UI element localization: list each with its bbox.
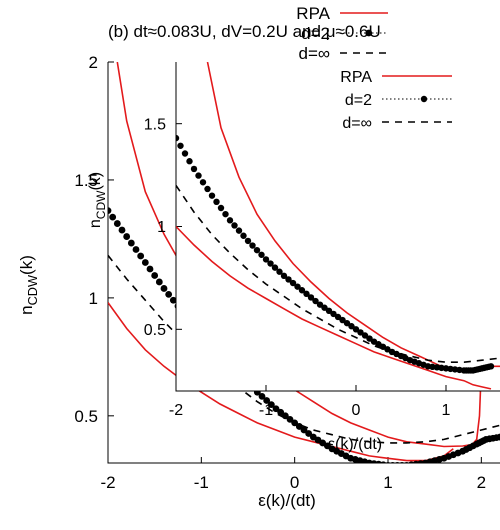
inset-legend-label: d=2 <box>345 92 372 109</box>
inset-series-point-d2 <box>191 166 197 172</box>
main-series-point-d2 <box>147 266 154 273</box>
inset-y-tick-label: 1 <box>157 219 166 236</box>
inset-series-point-d2 <box>236 227 242 233</box>
main-series-point-d2 <box>161 285 168 292</box>
inset-y-axis-label: nCDW(k) <box>87 172 108 228</box>
main-series-point-d2 <box>137 253 144 260</box>
inset-plot: -2 -1 0 1 0.5 1 1.5 ε(k)/(dt) nCDW(k) RPA d=2 d=∞ <box>87 62 500 453</box>
main-series-point-d2 <box>156 279 163 286</box>
inset-series-point-d2 <box>240 233 246 239</box>
inset-series-point-d2 <box>213 199 219 205</box>
main-x-tick-label: 2 <box>477 473 486 492</box>
inset-series-point-d2 <box>258 252 264 258</box>
inset-series-point-d2 <box>195 172 201 178</box>
main-series-point-d2 <box>119 227 126 234</box>
inset-series-point-d2 <box>227 217 233 223</box>
main-x-tick-label: -2 <box>100 473 115 492</box>
inset-y-axis-label-tail: (k) <box>87 172 104 191</box>
main-series-point-d2 <box>128 240 135 247</box>
main-y-axis-label-main: n <box>17 305 36 314</box>
inset-legend-label: d=∞ <box>342 115 372 132</box>
inset-series-point-d2 <box>177 143 183 149</box>
main-series-point-d2 <box>133 246 140 253</box>
main-series-point-d2 <box>371 460 378 467</box>
inset-series-point-d2 <box>204 186 210 192</box>
main-x-tick-label: -1 <box>194 473 209 492</box>
inset-series-point-d2 <box>222 211 228 217</box>
figure-title: (b) dt≈0.083U, dV=0.2U and μ≈0.6U <box>108 22 381 41</box>
main-y-tick-label: 1 <box>89 289 98 308</box>
inset-series-point-d2 <box>254 247 260 253</box>
inset-series-point-d2 <box>173 135 179 141</box>
inset-y-axis-label-sub: CDW <box>94 190 108 219</box>
inset-series-point-d2 <box>186 158 192 164</box>
inset-series-point-d2 <box>200 179 206 185</box>
main-series-point-d2 <box>142 259 149 266</box>
inset-series-point-d2 <box>218 205 224 211</box>
main-series-point-d2 <box>109 214 116 221</box>
main-x-tick-label: 1 <box>383 473 392 492</box>
main-x-axis-label: ε(k)/(dt) <box>258 491 316 510</box>
inset-x-tick-label: 0 <box>352 402 361 419</box>
main-series-point-d2 <box>165 291 172 298</box>
inset-y-tick-label: 0.5 <box>144 322 166 339</box>
inset-x-axis-label: ε(k)/(dt) <box>328 436 382 453</box>
inset-y-tick-label: 1.5 <box>144 116 166 133</box>
main-series-point-d2 <box>151 272 158 279</box>
inset-series-point-d2 <box>231 222 237 228</box>
inset-y-axis-label-main: n <box>87 219 104 228</box>
inset-x-tick-label: -1 <box>259 402 273 419</box>
inset-series-point-d2 <box>245 238 251 244</box>
inset-series-point-d2 <box>209 192 215 198</box>
inset-series-point-d2 <box>249 242 255 248</box>
main-series-point-d2 <box>375 461 382 468</box>
inset-background <box>176 62 500 391</box>
inset-x-tick-label: -2 <box>169 402 183 419</box>
main-x-tick-label: 0 <box>290 473 299 492</box>
main-series-point-d2 <box>380 461 387 468</box>
main-y-tick-label: 0.5 <box>74 407 98 426</box>
main-y-axis-label-tail: (k) <box>17 255 36 275</box>
inset-series-point-d2 <box>182 150 188 156</box>
inset-series-point-d2 <box>488 363 494 369</box>
main-legend-label: RPA <box>296 4 330 23</box>
inset-x-tick-label: 1 <box>442 402 451 419</box>
main-series-point-d2 <box>114 220 121 227</box>
main-y-axis-label-sub: CDW <box>25 275 40 305</box>
inset-legend-label: RPA <box>340 69 372 86</box>
main-series-point-d2 <box>123 233 130 240</box>
main-y-tick-label: 2 <box>89 53 98 72</box>
main-y-axis-label: nCDW(k) <box>17 255 40 315</box>
inset-legend-marker <box>421 96 427 102</box>
main-legend-label: d=∞ <box>298 44 330 63</box>
